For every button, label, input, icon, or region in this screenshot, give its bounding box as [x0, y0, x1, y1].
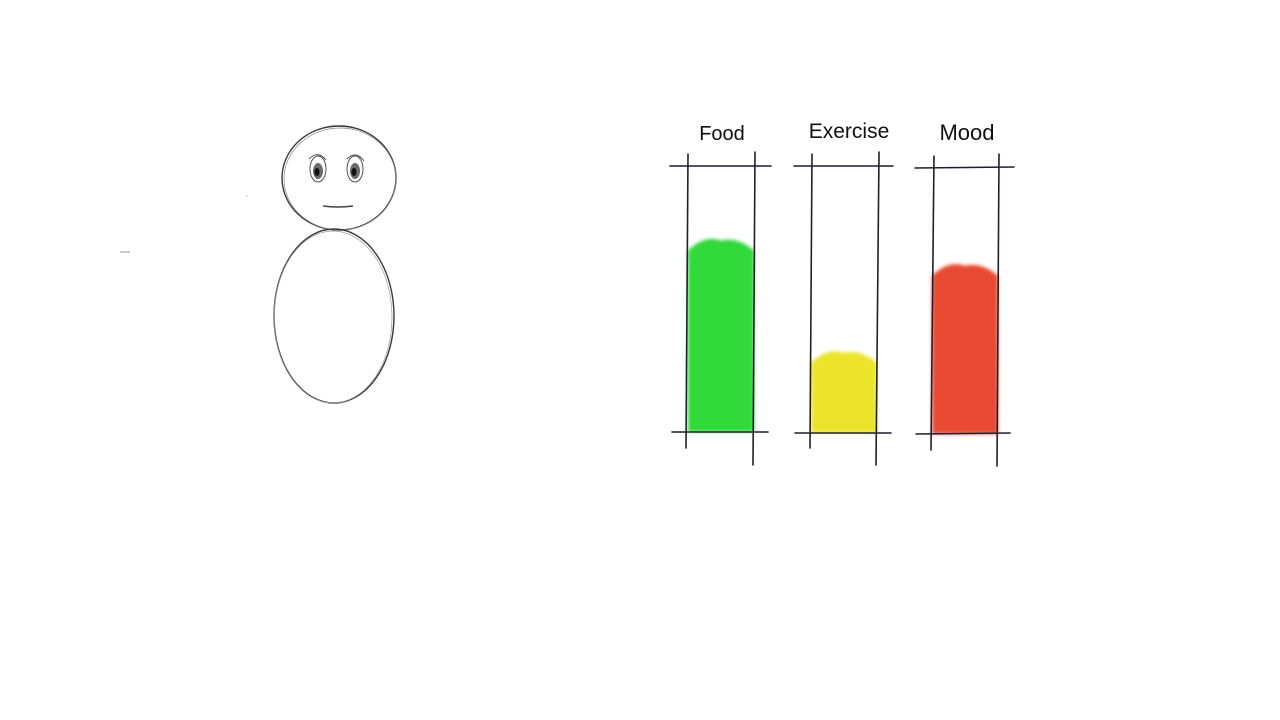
character-left-eye [308, 154, 327, 183]
character[interactable] [273, 125, 397, 404]
meter-label-mood: Mood [939, 120, 994, 145]
character-right-eye [346, 154, 365, 183]
meter-exercise: Exercise [793, 120, 894, 466]
character-mouth [322, 205, 354, 208]
meter-fill-mood [932, 264, 998, 434]
meter-fill-exercise [811, 351, 877, 433]
meter-food: Food [669, 123, 772, 466]
meter-label-food: Food [699, 123, 745, 145]
meter-level-exercise [811, 351, 877, 433]
meter-mood: Mood [914, 120, 1015, 467]
meter-level-food [688, 238, 754, 432]
meter-fill-food [688, 238, 754, 432]
character-head [281, 125, 397, 231]
character-body-sketch [273, 230, 393, 404]
meter-level-mood [932, 264, 998, 434]
meter-label-exercise: Exercise [809, 120, 890, 143]
